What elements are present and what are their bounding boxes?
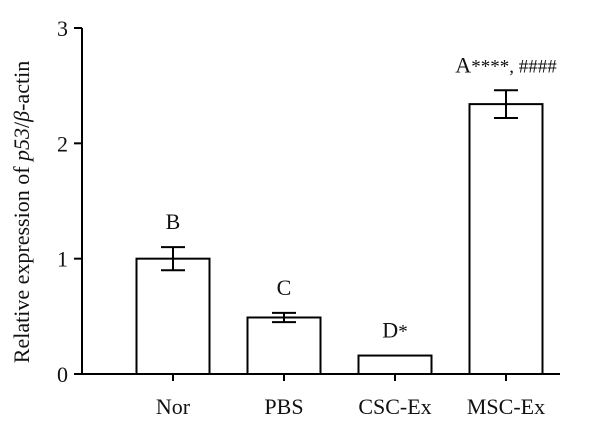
bar: [468, 103, 544, 376]
y-tick-label: 1: [57, 247, 68, 272]
y-axis: 0 1 2 3: [57, 16, 83, 387]
error-bar: [161, 246, 185, 272]
y-tick-label: 2: [57, 131, 68, 156]
bar-annotations: B C D* A****, ####: [166, 52, 558, 342]
annotation-letter: B: [166, 209, 181, 234]
bar-annotation: B: [166, 209, 181, 234]
bar-annotation: C: [277, 275, 292, 300]
y-axis-label-greek: β: [9, 111, 34, 123]
bar: [357, 354, 433, 375]
y-tick-label: 3: [57, 16, 68, 41]
x-tick-label: PBS: [264, 394, 303, 419]
annotation-significance: ****, ####: [471, 56, 557, 77]
y-axis-label-prefix: Relative expression of: [9, 161, 34, 363]
y-axis-label-suffix: -actin: [9, 61, 34, 111]
annotation-significance: *: [398, 322, 408, 343]
error-bar: [272, 311, 296, 324]
annotation-letter: C: [277, 275, 292, 300]
y-axis-label-gene: p53: [9, 128, 34, 163]
x-tick-label: MSC-Ex: [467, 394, 545, 419]
y-axis-label-slash: /: [9, 121, 34, 128]
x-axis: Nor PBS CSC-Ex MSC-Ex: [82, 373, 560, 419]
bars: [135, 103, 544, 376]
error-bar: [494, 89, 518, 119]
bar: [135, 257, 211, 375]
error-bars: [161, 89, 518, 324]
annotation-letter: D: [382, 318, 398, 343]
bar: [246, 316, 322, 375]
bar-annotation: D*: [382, 318, 407, 343]
x-tick-label: Nor: [156, 394, 191, 419]
y-axis-label: Relative expression of p53/β-actin: [9, 61, 34, 363]
bar-annotation: A****, ####: [455, 52, 557, 77]
y-tick-label: 0: [57, 362, 68, 387]
x-tick-label: CSC-Ex: [358, 394, 431, 419]
annotation-letter: A: [455, 52, 471, 77]
